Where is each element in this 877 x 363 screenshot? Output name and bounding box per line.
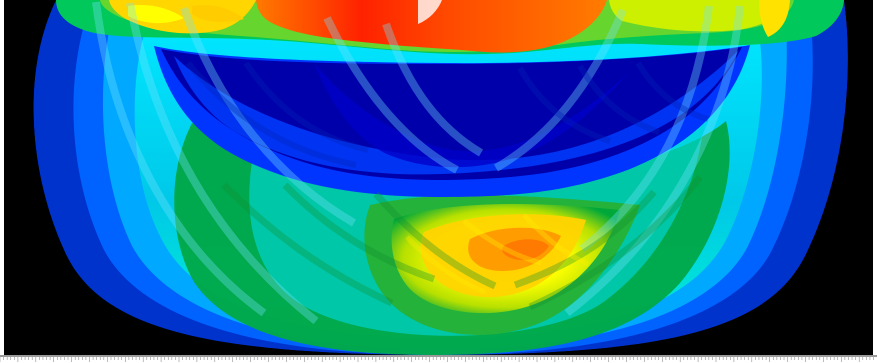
contour-plot — [4, 0, 873, 355]
ruler-ticks — [0, 356, 877, 362]
bottom-ruler — [0, 355, 877, 363]
contour-field — [4, 0, 873, 355]
